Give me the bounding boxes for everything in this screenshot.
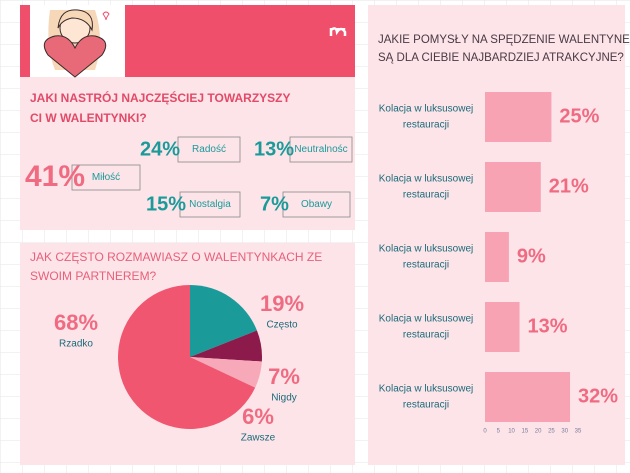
bar-category-label: Kolacja w luksusowej	[379, 174, 474, 185]
bar	[485, 302, 520, 352]
bar-title: JAKIE POMYSŁY NA SPĘDZENIE WALENTYNEK	[378, 34, 630, 46]
x-tick-label: 30	[561, 429, 568, 435]
mood-label: Neutralnośc	[294, 144, 347, 155]
mood-label: Nostalgia	[189, 199, 231, 210]
pie-value-label: 19%	[260, 291, 304, 316]
pie-slice	[118, 285, 256, 429]
bar	[485, 162, 541, 212]
mood-label: Miłość	[92, 172, 120, 183]
bar-value-label: 32%	[578, 385, 618, 407]
bar-category-label: Kolacja w luksusowej	[379, 384, 474, 395]
x-tick-label: 35	[575, 429, 582, 435]
bar-value-label: 25%	[559, 105, 599, 127]
x-tick-label: 10	[508, 429, 515, 435]
logo	[329, 27, 347, 36]
mood-percent: 24%	[140, 138, 180, 160]
bar-category-label: Kolacja w luksusowej	[379, 244, 474, 255]
pie-title: JAK CZĘSTO ROZMAWIASZ O WALENTYNKACH ZE	[30, 250, 322, 264]
bar-value-label: 13%	[528, 315, 568, 337]
mood-box	[71, 164, 141, 191]
mood-title: JAKI NASTRÓJ NAJCZĘŚCIEJ TOWARZYSZY	[30, 90, 290, 105]
bar-category-label: restauracji	[403, 120, 449, 131]
pie-slice	[190, 285, 257, 357]
bar	[485, 372, 571, 422]
bar-value-label: 9%	[517, 245, 546, 267]
pie-value-label: 7%	[268, 364, 300, 389]
mood-percent: 41%	[25, 160, 85, 193]
bar	[485, 92, 552, 142]
mood-box	[282, 191, 351, 218]
illustration	[30, 5, 125, 78]
mood-percent: 7%	[260, 193, 289, 215]
bar-category-label: restauracji	[403, 260, 449, 271]
bar-category-label: restauracji	[403, 400, 449, 411]
mood-label: Radość	[192, 144, 226, 155]
mood-box	[289, 136, 353, 163]
mood-box	[177, 136, 241, 163]
mood-title: CI W WALENTYNKI?	[30, 111, 147, 125]
bar-category-label: restauracji	[403, 190, 449, 201]
pie-title: SWOIM PARTNEREM?	[30, 269, 157, 283]
pie-category-label: Zawsze	[241, 433, 276, 444]
pie-category-label: Nigdy	[271, 393, 297, 404]
bar-category-label: Kolacja w luksusowej	[379, 314, 474, 325]
pie-slice	[190, 357, 262, 388]
pie-value-label: 6%	[242, 404, 274, 429]
pie-category-label: Często	[266, 320, 298, 331]
bar-title: SĄ DLA CIEBIE NAJBARDZIEJ ATRAKCYJNE?	[378, 52, 624, 64]
x-tick-label: 15	[522, 429, 529, 435]
bar-value-label: 21%	[549, 175, 589, 197]
mood-label: Obawy	[301, 199, 332, 210]
mood-percent: 13%	[254, 138, 294, 160]
pie-value-label: 68%	[54, 310, 98, 335]
x-tick-label: 0	[483, 429, 487, 435]
x-tick-label: 20	[535, 429, 542, 435]
bar-category-label: Kolacja w luksusowej	[379, 104, 474, 115]
pie-slice	[190, 330, 262, 362]
bar	[485, 232, 509, 282]
x-tick-label: 5	[497, 429, 501, 435]
bar-category-label: restauracji	[403, 330, 449, 341]
x-tick-label: 25	[548, 429, 555, 435]
mood-box	[179, 191, 241, 218]
pie-category-label: Rzadko	[59, 339, 93, 350]
mood-percent: 15%	[146, 193, 186, 215]
